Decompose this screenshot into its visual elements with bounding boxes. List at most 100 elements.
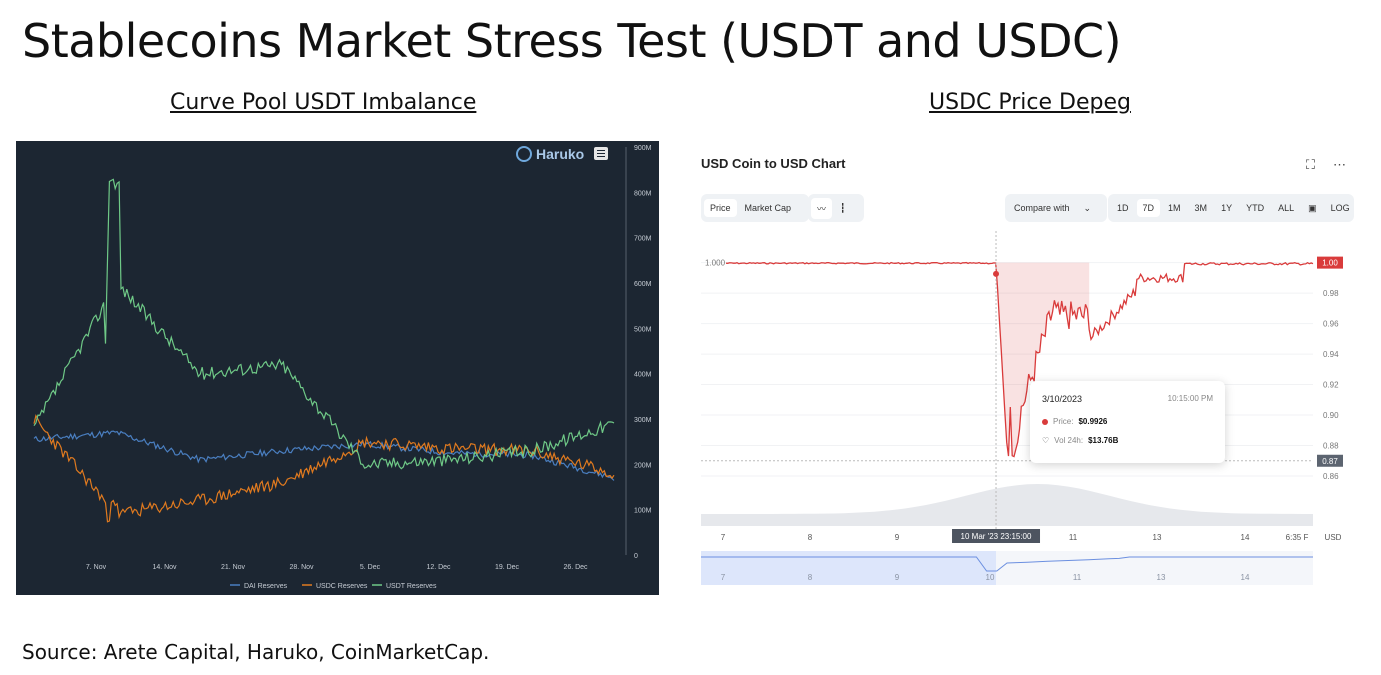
x-tick-label: 19. Dec xyxy=(495,564,520,571)
x-tick-label: 12. Dec xyxy=(426,564,451,571)
x-tick-label: 8 xyxy=(808,533,813,542)
haruko-brand: Haruko xyxy=(516,146,584,162)
tab-market-cap[interactable]: Market Cap xyxy=(744,203,792,213)
y-tick-label: 0 xyxy=(634,553,638,560)
navigator-tick-label: 7 xyxy=(721,573,726,582)
view-tabs: Price Market Cap xyxy=(701,194,809,222)
candle-chart-icon[interactable]: ┇ xyxy=(840,202,846,213)
y-tick-label: 0.86 xyxy=(1323,472,1339,481)
tooltip-vol-value: $13.76B xyxy=(1088,436,1119,445)
x-tick-label: 21. Nov xyxy=(221,564,246,571)
compare-dropdown[interactable]: Compare with ⌄ xyxy=(1005,194,1107,222)
series-line-usdc-reserves xyxy=(33,414,615,523)
x-tick-label: 28. Nov xyxy=(289,564,314,571)
x-tick-label: 9 xyxy=(895,533,900,542)
min-price-badge-text: 0.87 xyxy=(1322,457,1338,466)
y-tick-label: 400M xyxy=(634,372,652,379)
x-tick-label: 5. Dec xyxy=(360,564,381,571)
navigator-tick-label: 11 xyxy=(1073,573,1082,582)
range-all[interactable]: ALL xyxy=(1278,203,1295,213)
tooltip-point xyxy=(993,270,1000,277)
calendar-icon[interactable]: ▣ xyxy=(1308,202,1317,213)
fullscreen-icon[interactable]: ⛶ xyxy=(1305,157,1315,172)
y-tick-label: 0.90 xyxy=(1323,411,1339,420)
series-line-usdt-reserves xyxy=(33,178,615,470)
navigator-line xyxy=(701,556,1313,572)
y-tick-label: 700M xyxy=(634,236,652,243)
x-tick-label: 14 xyxy=(1241,533,1250,542)
compare-label: Compare with xyxy=(1014,203,1070,213)
navigator-tick-label: 13 xyxy=(1157,573,1166,582)
price-tooltip: 3/10/2023 10:15:00 PM Price: $0.9926 ♡ V… xyxy=(1030,381,1225,463)
haruko-label: Haruko xyxy=(536,146,585,162)
y-tick-label: 0.96 xyxy=(1323,320,1339,329)
x-tick-label: 26. Dec xyxy=(563,564,588,571)
navigator-selection xyxy=(701,551,997,585)
source-note: Source: Arete Capital, Haruko, CoinMarke… xyxy=(22,640,489,664)
legend-label: USDT Reserves xyxy=(386,583,437,590)
tooltip-vol-label: Vol 24h: xyxy=(1054,436,1084,445)
haruko-logo-icon xyxy=(516,146,532,162)
depeg-area xyxy=(995,262,1090,457)
current-price-badge-text: 1.00 xyxy=(1322,259,1338,268)
volume-area xyxy=(701,484,1313,526)
navigator-tick-label: 14 xyxy=(1241,573,1250,582)
range-1m[interactable]: 1M xyxy=(1168,203,1181,213)
navigator-tick-label: 10 xyxy=(986,573,995,582)
left-subtitle: Curve Pool USDT Imbalance xyxy=(170,90,477,115)
x-tick-label: 6:35 F xyxy=(1286,533,1309,542)
right-subtitle: USDC Price Depeg xyxy=(929,90,1131,115)
usdc-price-chart: USD Coin to USD Chart ⛶ ⋯ Price Market C… xyxy=(693,141,1358,595)
range-7d[interactable]: 7D xyxy=(1136,199,1161,217)
volume-icon: ♡ xyxy=(1042,436,1050,445)
range-1y[interactable]: 1Y xyxy=(1221,203,1233,213)
navigator-tick-label: 8 xyxy=(808,573,813,582)
legend-label: DAI Reserves xyxy=(244,583,288,590)
tooltip-price-label: Price: xyxy=(1053,417,1074,426)
log-toggle[interactable]: LOG xyxy=(1330,203,1350,213)
more-icon[interactable]: ⋯ xyxy=(1333,157,1346,172)
y-tick-label: 0.88 xyxy=(1323,442,1339,451)
page-title: Stablecoins Market Stress Test (USDT and… xyxy=(22,14,1122,68)
chart-header: USD Coin to USD Chart xyxy=(701,156,846,171)
chart-type-tabs: 〰 ┇ xyxy=(808,194,864,222)
range-3m[interactable]: 3M xyxy=(1194,203,1208,213)
y-tick-label: 100M xyxy=(634,508,652,515)
currency-label: USD xyxy=(1325,533,1342,542)
price-dot-icon xyxy=(1042,418,1048,425)
current-price-badge xyxy=(1317,256,1343,269)
price-line xyxy=(725,261,1314,458)
series-line-dai-reserves xyxy=(33,430,615,481)
y-tick-label: 900M xyxy=(634,145,652,152)
range-1d[interactable]: 1D xyxy=(1117,203,1129,213)
baseline-label: 1.000 xyxy=(705,259,726,268)
x-tick-label: 14. Nov xyxy=(152,564,177,571)
navigator-tick-label: 9 xyxy=(895,573,900,582)
y-tick-label: 200M xyxy=(634,462,652,469)
min-price-badge xyxy=(1317,454,1343,467)
x-tick-label: 13 xyxy=(1153,533,1162,542)
range-ytd[interactable]: YTD xyxy=(1246,203,1265,213)
line-chart-icon[interactable]: 〰 xyxy=(811,197,833,219)
chevron-down-icon: ⌄ xyxy=(1083,202,1092,213)
y-tick-label: 0.98 xyxy=(1323,289,1339,298)
y-tick-label: 300M xyxy=(634,417,652,424)
usdc-price-svg: 0.98 0.96 0.94 0.92 0.90 0.88 0.86 1.000 1.00 0.8… xyxy=(701,231,1343,585)
x-tick-label: 7. Nov xyxy=(86,564,107,571)
y-tick-label: 0.94 xyxy=(1323,350,1339,359)
source-text: Arete Capital, Haruko, CoinMarketCap. xyxy=(97,640,490,664)
y-tick-label: 600M xyxy=(634,281,652,288)
y-tick-label: 800M xyxy=(634,190,652,197)
tab-price[interactable]: Price xyxy=(704,199,737,217)
source-label: Source: xyxy=(22,640,98,664)
tooltip-price-value: $0.9926 xyxy=(1078,417,1108,426)
legend-label: USDC Reserves xyxy=(316,583,368,590)
crosshair-date-badge xyxy=(952,529,1041,543)
x-tick-label: 7 xyxy=(721,533,726,542)
menu-icon[interactable] xyxy=(594,147,608,160)
curve-pool-svg: 900M 800M 700M 600M 500M 400M 300M 200M 100M 0 7. … xyxy=(33,145,652,590)
range-tabs: 1D 7D 1M 3M 1Y YTD ALL ▣ LOG xyxy=(1108,194,1354,222)
crosshair-date-label: 10 Mar '23 23:15:00 xyxy=(961,532,1032,541)
y-tick-label: 0.92 xyxy=(1323,381,1339,390)
y-tick-label: 500M xyxy=(634,326,652,333)
